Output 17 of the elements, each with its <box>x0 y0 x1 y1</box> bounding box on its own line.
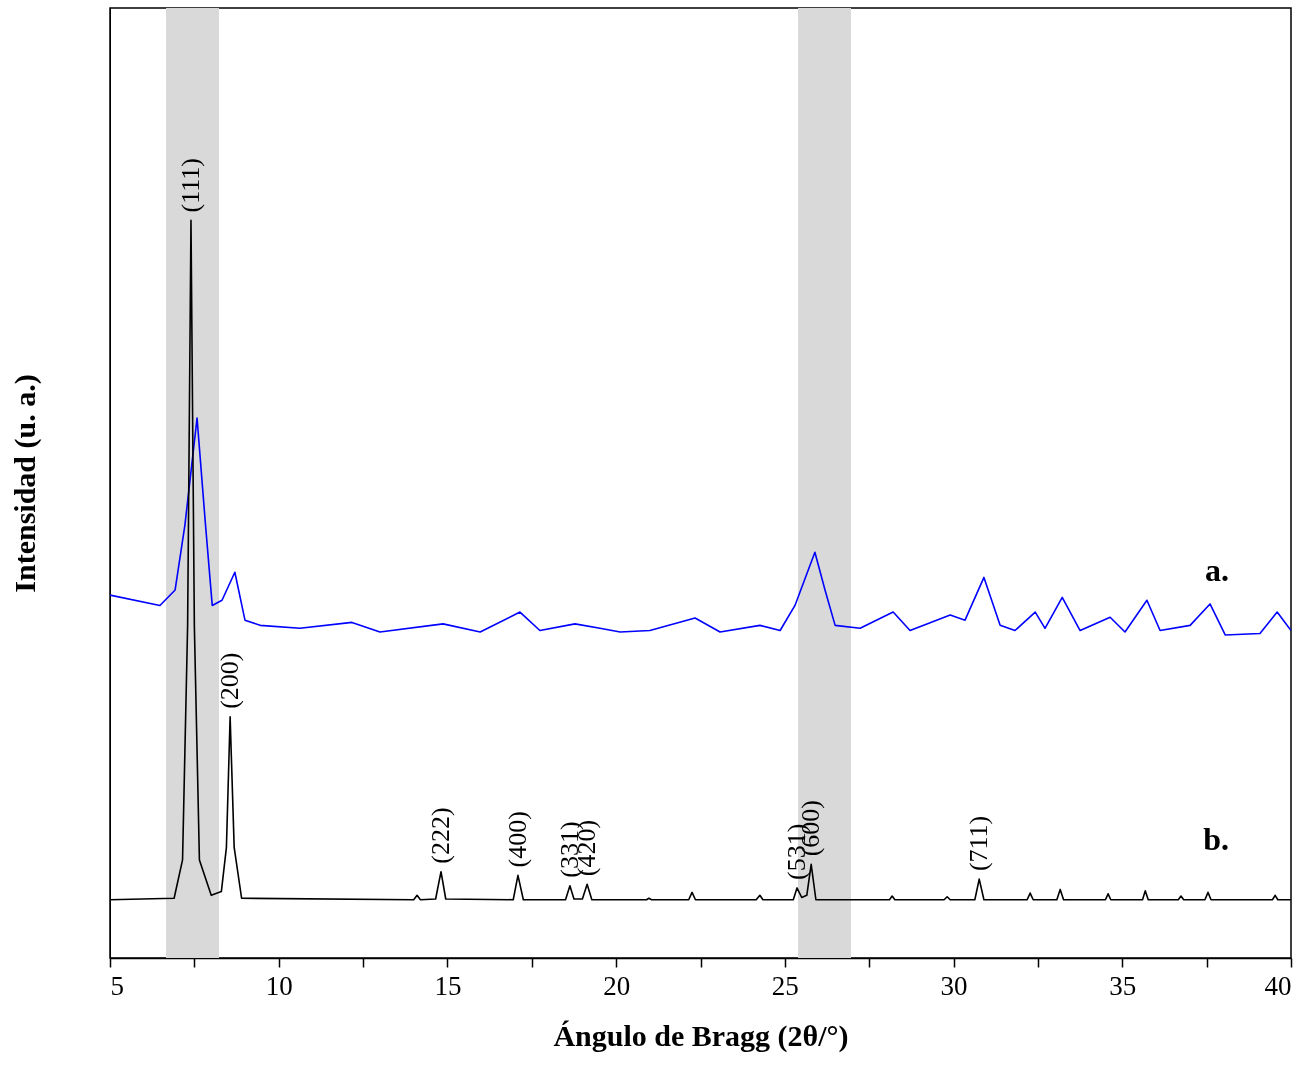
x-tick-label: 25 <box>771 970 799 1001</box>
y-axis-title: Intensidad (u. a.) <box>7 374 42 593</box>
x-tick-label: 5 <box>110 970 124 1001</box>
annotation: (200) <box>215 652 245 709</box>
x-tick-label: 15 <box>434 970 462 1001</box>
annotation: (222) <box>426 807 456 864</box>
x-tick-label: 30 <box>940 970 968 1001</box>
x-tick-label: 20 <box>603 970 631 1001</box>
annotation: (111) <box>175 158 205 213</box>
series-label: a. <box>1205 551 1229 588</box>
x-axis-title: Ángulo de Bragg (2θ/°) <box>553 1018 849 1053</box>
series-label: b. <box>1203 820 1229 857</box>
annotation: (711) <box>964 815 994 872</box>
annotation: (400) <box>502 811 532 868</box>
x-tick-label: 35 <box>1109 970 1137 1001</box>
x-tick-label: 40 <box>1264 970 1292 1001</box>
x-tick-label: 10 <box>265 970 293 1001</box>
